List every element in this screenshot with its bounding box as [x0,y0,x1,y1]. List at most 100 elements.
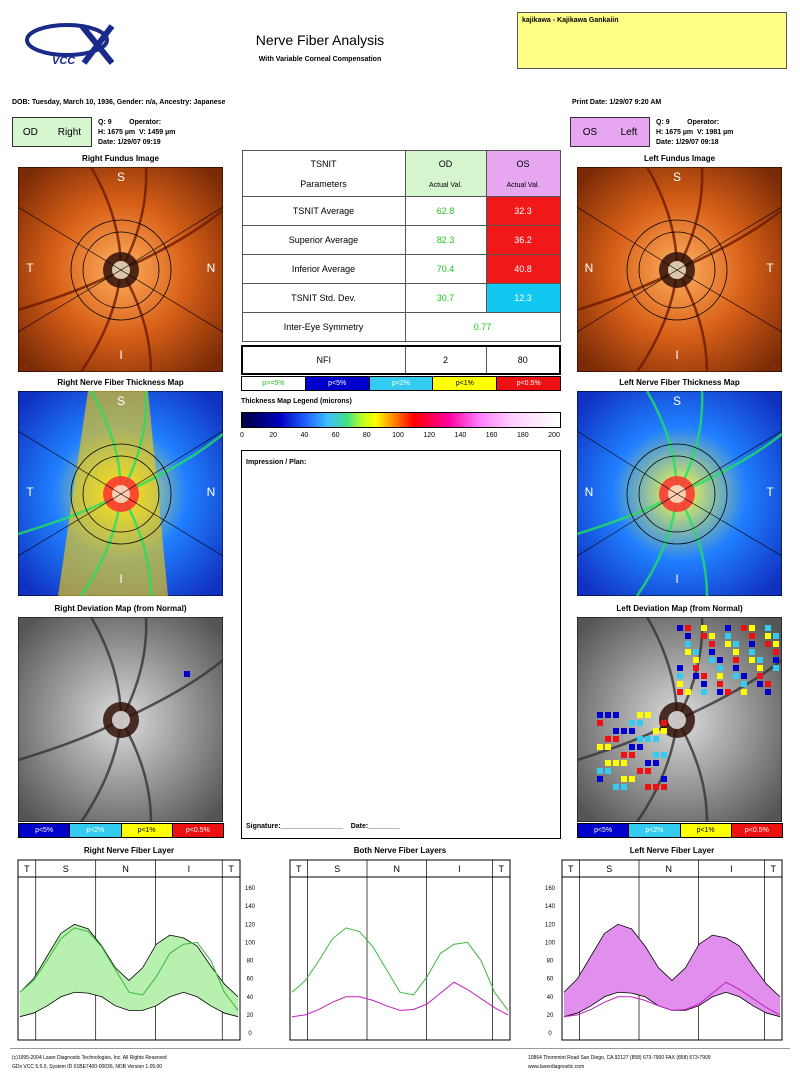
deviation-cell [685,649,691,655]
quadrant-label: T [26,261,34,275]
deviation-cell [733,665,739,671]
patient: kajikawa - Kajikawa Gankaiin [522,17,619,24]
deviation-cell [773,633,779,639]
thickness-legend-title: Thickness Map Legend (microns) [241,398,352,405]
deviation-cell [645,712,651,718]
signature-field: Signature:________________ [246,823,343,830]
label: Inter-Eye Symmetry [241,312,406,342]
y-tick-label: 40 [247,995,254,1001]
tick-label: 140 [454,432,467,439]
deviation-cell [645,736,651,742]
axis-label: I [458,864,461,874]
deviation-cell [733,649,739,655]
side: Left [620,126,638,138]
y-tick-label: 60 [547,977,554,983]
deviation-cell [765,641,771,647]
prob-legend: p>=5% p<5% p<2% p<1% p<0.5% [241,376,561,391]
value: 70.4 [404,254,487,284]
deviation-cell [621,784,627,790]
legend-item: p<2% [70,824,122,837]
legend-item: p<0.5% [497,377,560,390]
value: 36.2 [485,225,561,255]
sector-line [120,493,223,557]
deviation-cell [701,625,707,631]
tick-label: 200 [548,432,560,439]
header-cell: TSNIT Parameters [241,150,406,197]
legend-item: p<5% [305,377,370,390]
deviation-cell [693,673,699,679]
axis-label: N [122,864,129,874]
eye: OS [582,126,598,138]
left-thickness-map: S N T I [577,391,782,596]
normal-upper [19,923,239,998]
deviation-cell [613,728,619,734]
disc-rim [668,711,686,729]
dob: DOB: Tuesday, March 10, 1936, Gender: n/… [12,99,226,106]
y-tick-label: 80 [247,959,254,965]
quadrant-label: T [766,261,774,275]
deviation-cell [597,744,603,750]
disc-rim [112,711,130,729]
h: H: 1675 µm [656,129,694,136]
normal-band [20,924,238,1017]
q: Q: 9 [98,119,112,126]
deviation-cell [725,689,731,695]
deviation-cell [653,752,659,758]
deviation-cell [701,689,707,695]
deviation-cell [653,728,659,734]
deviation-cell [749,641,755,647]
ring [638,455,716,533]
sector-line [18,269,122,333]
deviation-cell [709,641,715,647]
tick-label: 180 [516,432,529,439]
deviation-cell [749,657,755,663]
deviation-cell [685,641,691,647]
deviation-cell [685,689,691,695]
y-tick-label: 120 [545,922,556,928]
graph-title: Left Nerve Fiber Layer [630,846,714,855]
deviation-cell [629,728,635,734]
legend-item: p<2% [629,824,681,837]
deviation-cell [629,776,635,782]
y-tick-label: 0 [548,1031,552,1037]
tick-label: 100 [392,432,404,439]
deviation-cell [653,760,659,766]
deviation-cell [733,641,739,647]
operator: Operator: [687,119,720,126]
quadrant-label: N [207,261,216,275]
y-tick-label: 100 [545,940,556,946]
sector-line [577,206,678,271]
y-tick-label: 40 [547,995,554,1001]
y-tick-label: 160 [245,886,256,892]
deviation-cell [661,752,667,758]
ring [626,443,728,545]
os-header: OS Actual Val. [485,150,561,197]
deviation-cell [717,657,723,663]
od-box: OD Right [12,117,92,147]
footer-rule [10,1048,790,1049]
patient-box: kajikawa - Kajikawa Gankaiin [517,12,787,69]
sector-line [18,206,122,271]
deviation-cell [701,673,707,679]
axis-label: T [568,864,574,874]
header: Parameters [300,178,347,189]
deviation-cell [725,633,731,639]
value: 2 [404,345,487,374]
sector-line [676,206,782,271]
deviation-cell [621,760,627,766]
value: 30.7 [404,283,487,313]
quadrant-label: T [766,485,774,499]
os-curve [563,981,781,1018]
signature: Signature:________________ Date:________ [246,823,399,830]
deviation-cell [717,689,723,695]
deviation-cell [765,625,771,631]
normal-upper [563,923,781,998]
footer-text: 10864 Thornmint Road San Diego, CA 92127… [528,1055,711,1061]
deviation-cell [629,744,635,750]
impression-box: Impression / Plan: Signature:___________… [241,450,561,839]
axis-label: S [63,864,69,874]
deviation-cell [605,736,611,742]
left-deviation-map [577,617,782,822]
axis-label: N [665,864,672,874]
sector-line [676,430,782,495]
